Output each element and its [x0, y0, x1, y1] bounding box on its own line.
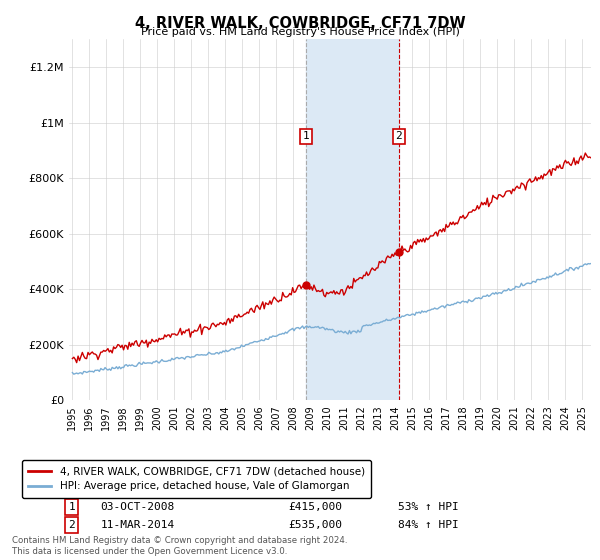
Text: 84% ↑ HPI: 84% ↑ HPI	[398, 520, 458, 530]
Text: 11-MAR-2014: 11-MAR-2014	[100, 520, 175, 530]
Text: 53% ↑ HPI: 53% ↑ HPI	[398, 502, 458, 512]
Text: Contains HM Land Registry data © Crown copyright and database right 2024.
This d: Contains HM Land Registry data © Crown c…	[12, 536, 347, 556]
Text: 4, RIVER WALK, COWBRIDGE, CF71 7DW: 4, RIVER WALK, COWBRIDGE, CF71 7DW	[134, 16, 466, 31]
Text: 1: 1	[303, 132, 310, 142]
Text: 1: 1	[68, 502, 75, 512]
Legend: 4, RIVER WALK, COWBRIDGE, CF71 7DW (detached house), HPI: Average price, detache: 4, RIVER WALK, COWBRIDGE, CF71 7DW (deta…	[22, 460, 371, 498]
Text: £415,000: £415,000	[288, 502, 342, 512]
Text: £535,000: £535,000	[288, 520, 342, 530]
Text: Price paid vs. HM Land Registry's House Price Index (HPI): Price paid vs. HM Land Registry's House …	[140, 27, 460, 37]
Text: 03-OCT-2008: 03-OCT-2008	[100, 502, 175, 512]
Bar	[306, 39, 399, 400]
Text: 2: 2	[395, 132, 402, 142]
Text: 2: 2	[68, 520, 75, 530]
